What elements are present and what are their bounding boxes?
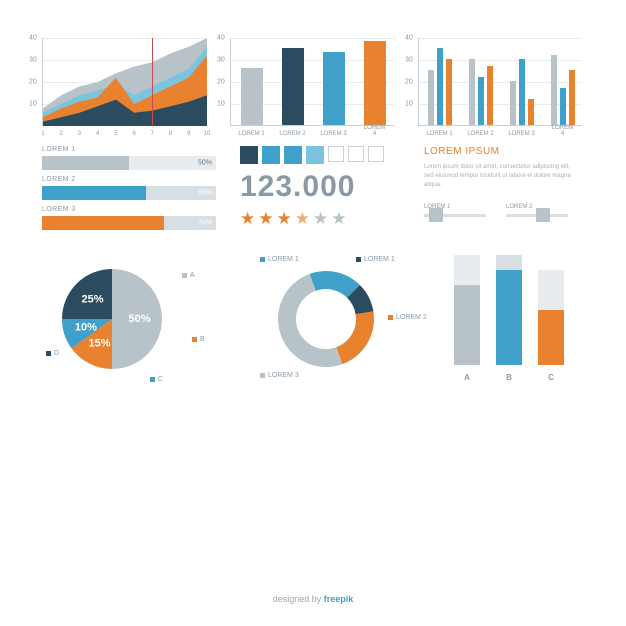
bar-chart-1: 10203040LOREM 1LOREM 2LOREM 3LOREM 4 [230, 38, 394, 126]
footer-credit: designed by freepik [0, 594, 626, 604]
footer-brand: freepik [324, 594, 354, 604]
svg-text:15%: 15% [88, 337, 110, 349]
text-title: LOREM IPSUM [424, 146, 574, 157]
bar-chart-2: 10203040LOREM 1LOREM 2LOREM 3LOREM 4 [418, 38, 582, 126]
stacked-bars: ABC [454, 254, 584, 382]
square-indicators [240, 146, 400, 164]
row-1: 1020304012345678910 10203040LOREM 1LOREM… [42, 38, 584, 126]
star-rating: ★★★★★★ [240, 210, 400, 227]
counter-value: 123.000 [240, 170, 400, 204]
counter-block: 123.000 ★★★★★★ [240, 146, 400, 236]
row-3: 50%15%10%25%ABCD LOREM 1LOREM 1LOREM 2LO… [42, 254, 584, 384]
footer-prefix: designed by [273, 594, 324, 604]
text-body: Lorem ipsum dolor sit amet, consectetur … [424, 163, 574, 190]
donut-chart: LOREM 1LOREM 1LOREM 2LOREM 3 [248, 254, 428, 384]
pie-chart: 50%15%10%25%ABCD [42, 254, 222, 384]
text-block: LOREM IPSUM Lorem ipsum dolor sit amet, … [424, 146, 574, 236]
sliders: LOREM 1LOREM 2 [424, 204, 574, 217]
row-2: LOREM 150%LOREM 260%LOREM 370% 123.000 ★… [42, 146, 584, 236]
area-chart: 1020304012345678910 [42, 38, 206, 126]
svg-text:25%: 25% [82, 293, 104, 305]
progress-bars: LOREM 150%LOREM 260%LOREM 370% [42, 146, 216, 236]
infographic-page: 1020304012345678910 10203040LOREM 1LOREM… [0, 0, 626, 384]
svg-text:50%: 50% [128, 313, 150, 325]
svg-text:10%: 10% [75, 321, 97, 333]
